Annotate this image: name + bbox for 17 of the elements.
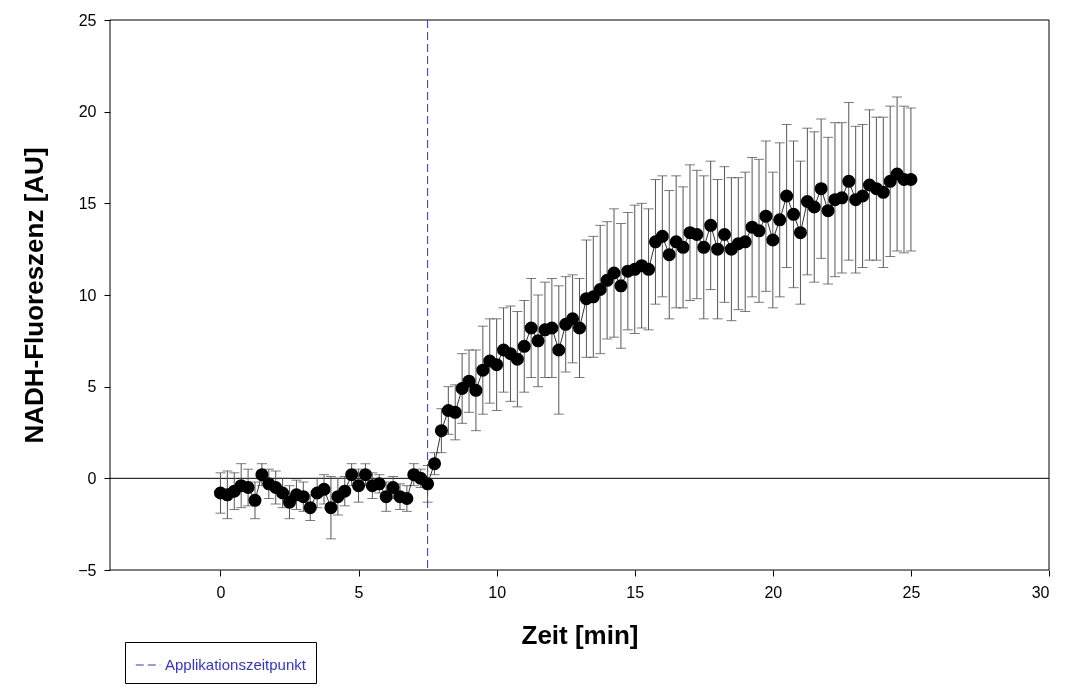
x-tick-label: 0 xyxy=(216,583,226,601)
x-tick-label: 5 xyxy=(354,583,364,601)
legend-label: Applikationszeitpunkt xyxy=(165,656,307,673)
y-tick-label: 20 xyxy=(78,103,97,121)
x-tick-label: 25 xyxy=(902,583,921,601)
x-tick-label: 10 xyxy=(488,583,507,601)
y-tick-label: 0 xyxy=(87,469,97,487)
y-axis-title: NADH-Fluoreszenz [AU] xyxy=(19,147,50,444)
y-tick-label: −5 xyxy=(78,561,97,579)
x-axis-title: Zeit [min] xyxy=(521,619,639,650)
x-tick-label: 30 xyxy=(1031,583,1050,601)
y-tick-label: 5 xyxy=(87,378,97,396)
x-tick-label: 20 xyxy=(764,583,783,601)
y-tick-label: 10 xyxy=(78,286,97,304)
y-tick-label: 15 xyxy=(78,194,97,212)
y-tick-label: 25 xyxy=(78,11,97,29)
x-tick-label: 15 xyxy=(626,583,645,601)
